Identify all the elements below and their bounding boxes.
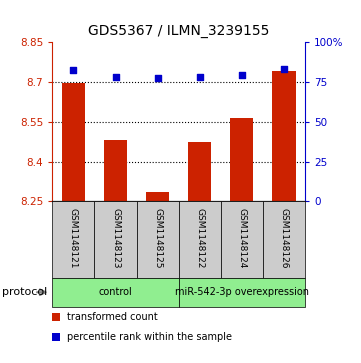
Text: GSM1148126: GSM1148126 (279, 208, 288, 268)
Bar (263, 201, 305, 278)
Bar (136, 201, 179, 278)
Bar (179, 278, 305, 307)
Bar (104, 140, 127, 201)
Bar (179, 201, 221, 278)
Point (197, 74, 203, 80)
Point (281, 66, 287, 72)
Bar (146, 192, 169, 201)
Text: transformed count: transformed count (67, 312, 157, 322)
Text: GSM1148121: GSM1148121 (69, 208, 78, 268)
Title: GDS5367 / ILMN_3239155: GDS5367 / ILMN_3239155 (88, 24, 269, 38)
Point (155, 76, 161, 81)
Text: protocol: protocol (2, 287, 47, 297)
Bar (62, 83, 85, 201)
Bar (230, 118, 253, 201)
Point (113, 74, 118, 80)
Bar (273, 71, 296, 201)
Text: GSM1148123: GSM1148123 (111, 208, 120, 268)
Point (70, 68, 76, 73)
Bar (52, 278, 179, 307)
Text: GSM1148124: GSM1148124 (238, 208, 246, 268)
Bar (52, 201, 95, 278)
Text: percentile rank within the sample: percentile rank within the sample (67, 332, 232, 342)
Bar (95, 201, 136, 278)
Text: GSM1148125: GSM1148125 (153, 208, 162, 268)
Text: control: control (99, 287, 132, 297)
Bar (188, 142, 211, 201)
Text: GSM1148122: GSM1148122 (195, 208, 204, 268)
Bar (221, 201, 263, 278)
Point (239, 72, 245, 78)
Text: miR-542-3p overexpression: miR-542-3p overexpression (175, 287, 309, 297)
